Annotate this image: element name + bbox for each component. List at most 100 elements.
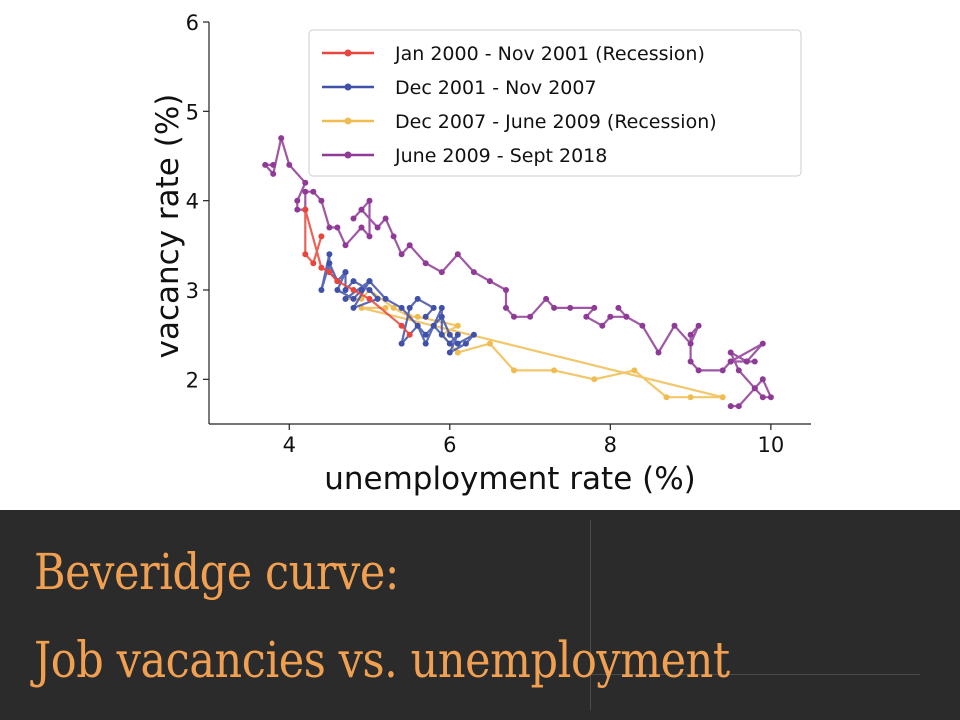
- data-point: [406, 242, 413, 249]
- data-point: [599, 322, 606, 329]
- series-line: [264, 137, 773, 408]
- data-point: [511, 313, 517, 320]
- data-point: [398, 251, 405, 258]
- data-point: [607, 313, 614, 320]
- data-point: [366, 295, 373, 302]
- legend-entry: June 2009 - Sept 2018: [322, 145, 607, 167]
- data-point: [334, 287, 341, 293]
- data-point: [591, 304, 598, 311]
- data-point: [438, 269, 445, 276]
- data-point: [310, 260, 317, 267]
- y-tick-label: 2: [186, 368, 199, 392]
- data-point: [302, 188, 309, 195]
- data-point: [687, 340, 694, 347]
- data-point: [358, 224, 365, 231]
- y-tick-label: 6: [186, 11, 199, 35]
- data-point: [318, 233, 325, 240]
- data-point: [503, 287, 509, 293]
- data-point: [422, 260, 429, 267]
- data-point: [687, 358, 694, 365]
- data-point: [358, 206, 365, 213]
- data-point: [366, 233, 373, 240]
- legend-entry: Jan 2000 - Nov 2001 (Recession): [322, 43, 705, 65]
- data-point: [591, 376, 598, 383]
- data-point: [687, 394, 694, 401]
- legend-label: Dec 2001 - Nov 2007: [395, 77, 597, 99]
- data-point: [759, 376, 766, 383]
- data-point: [727, 358, 734, 365]
- data-point: [695, 322, 702, 329]
- y-tick-label: 5: [186, 100, 199, 124]
- legend-entry: Dec 2007 - June 2009 (Recession): [322, 111, 717, 133]
- data-point: [751, 358, 758, 365]
- data-point: [422, 313, 429, 320]
- data-point: [511, 367, 517, 374]
- data-point: [318, 197, 325, 204]
- y-tick-label: 3: [186, 279, 199, 303]
- data-point: [454, 340, 461, 347]
- data-point: [623, 313, 630, 320]
- slide-title-line-1: Beveridge curve:: [34, 543, 399, 601]
- data-point: [382, 304, 389, 311]
- data-point: [406, 304, 413, 311]
- legend-label: Dec 2007 - June 2009 (Recession): [395, 111, 717, 133]
- data-point: [350, 304, 357, 311]
- data-point: [583, 313, 590, 320]
- data-point: [567, 304, 574, 311]
- data-point: [719, 394, 726, 401]
- data-point: [503, 304, 509, 311]
- data-point: [334, 224, 341, 231]
- data-point: [551, 367, 558, 374]
- data-point: [350, 287, 357, 293]
- data-point: [342, 295, 349, 302]
- series-1: [302, 206, 413, 338]
- data-point: [294, 206, 301, 213]
- data-point: [446, 349, 453, 356]
- data-point: [414, 322, 421, 329]
- legend-swatch-marker: [344, 117, 352, 125]
- data-point: [350, 278, 357, 285]
- data-point: [735, 367, 742, 374]
- data-point: [454, 251, 461, 258]
- data-point: [719, 367, 726, 374]
- data-point: [294, 197, 301, 204]
- y-tick-label: 4: [186, 190, 199, 214]
- data-point: [671, 322, 678, 329]
- title-band: Beveridge curve: Job vacancies vs. unemp…: [0, 510, 960, 720]
- data-point: [486, 340, 493, 347]
- data-point: [326, 224, 333, 231]
- data-point: [727, 403, 734, 410]
- data-point: [543, 295, 550, 302]
- data-point: [374, 295, 381, 302]
- data-point: [374, 224, 381, 231]
- data-point: [302, 206, 309, 213]
- data-point: [743, 358, 750, 365]
- data-point: [470, 331, 477, 338]
- data-point: [366, 197, 373, 204]
- data-point: [438, 313, 445, 320]
- x-tick-label: 4: [283, 433, 296, 457]
- data-point: [342, 242, 349, 249]
- data-point: [310, 188, 317, 195]
- data-point: [350, 215, 357, 222]
- data-point: [342, 269, 349, 276]
- data-point: [454, 322, 461, 329]
- data-point: [639, 322, 646, 329]
- data-point: [454, 349, 461, 356]
- beveridge-chart: 4 6 8 10 2 3 4 5 6 unemployment rate (%) vacancy r…: [150, 11, 811, 497]
- band-divider-vertical: [590, 520, 591, 710]
- data-point: [342, 287, 349, 293]
- data-point: [751, 385, 758, 392]
- legend-label: June 2009 - Sept 2018: [394, 145, 607, 167]
- data-point: [382, 215, 389, 222]
- data-point: [326, 260, 333, 267]
- series-4: [262, 135, 774, 410]
- data-point: [438, 331, 445, 338]
- series-2: [318, 251, 477, 356]
- data-point: [727, 349, 734, 356]
- data-point: [438, 304, 445, 311]
- data-point: [278, 135, 285, 142]
- data-point: [486, 278, 493, 285]
- data-point: [551, 304, 558, 311]
